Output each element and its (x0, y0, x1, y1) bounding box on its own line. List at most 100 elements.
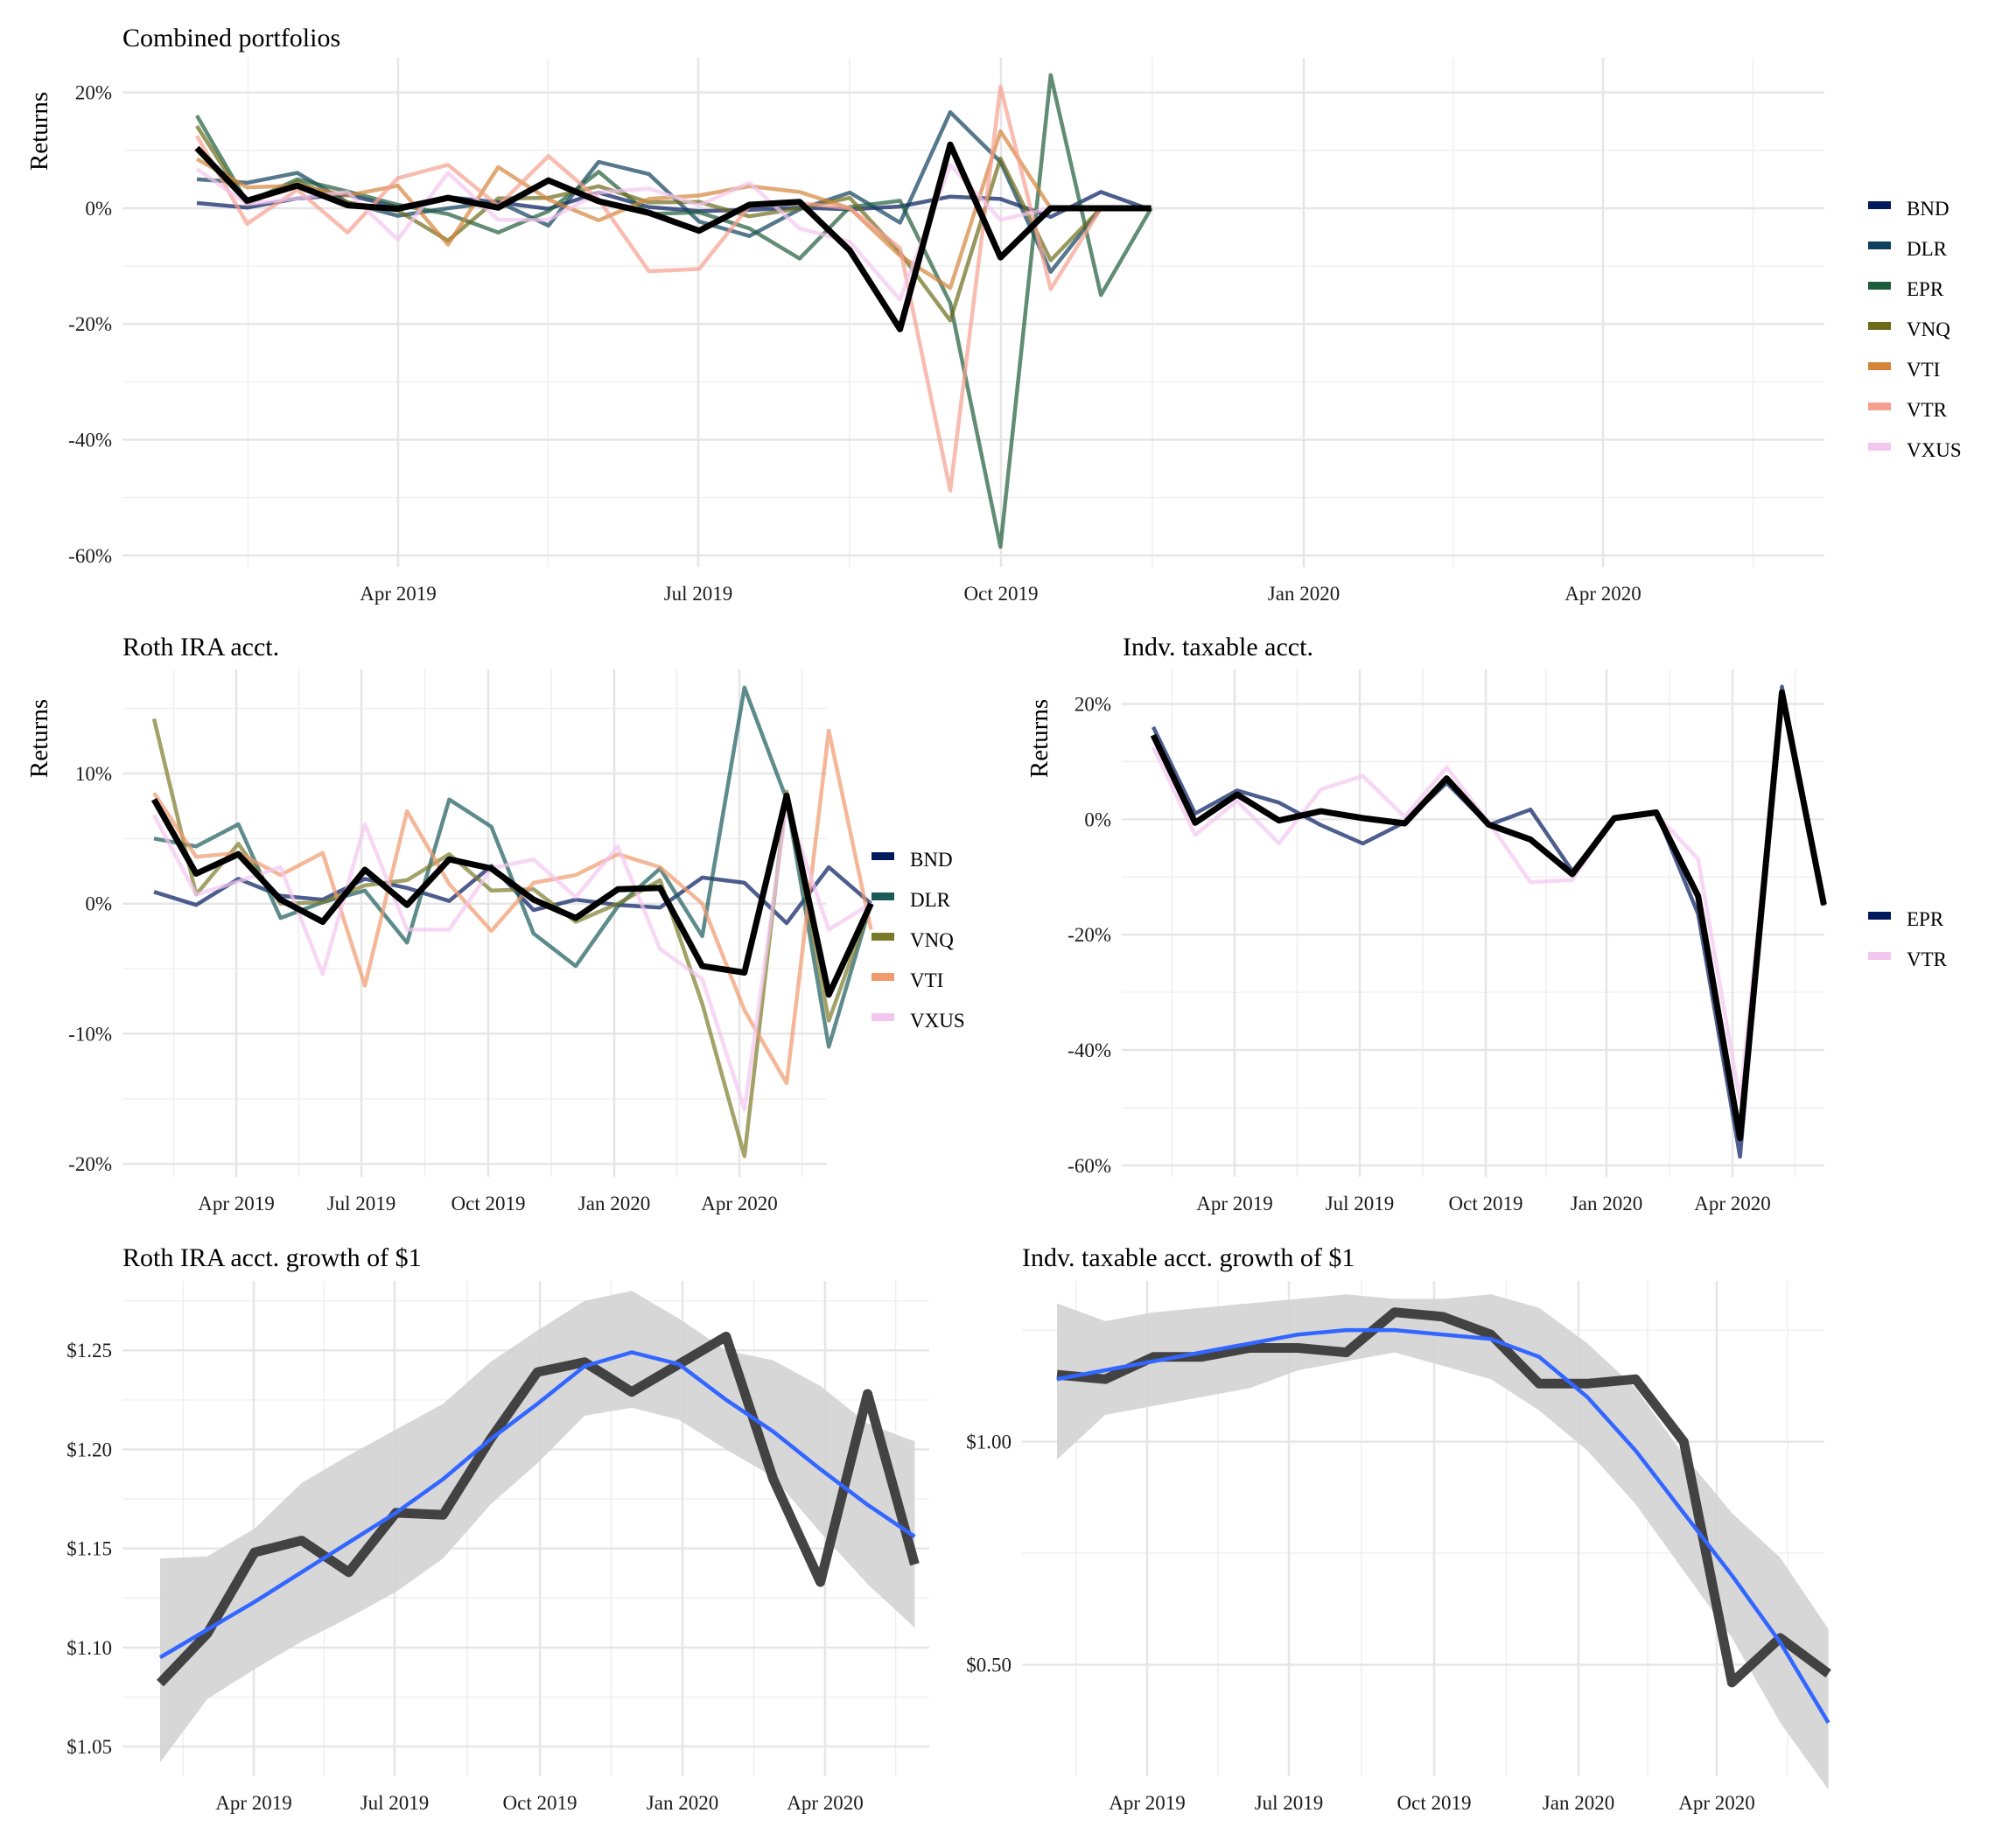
panel-title: Combined portfolios (122, 24, 340, 52)
x-tick-label: Oct 2019 (503, 1792, 578, 1814)
panel-taxable: Indv. taxable acct. Returns -60% -40% -20%… (1026, 633, 1948, 1214)
x-tick-label: Apr 2020 (701, 1193, 778, 1214)
legend-label: VNQ (910, 929, 954, 951)
legend-label: EPR (1907, 278, 1944, 300)
y-tick-label: -10% (68, 1023, 112, 1045)
y-tick-label: 10% (75, 763, 112, 785)
plot-area: $0.50 $1.00 Apr 2019 Jul 2019 Oct 2019 Jan 20… (966, 1281, 1831, 1814)
legend-label: EPR (1907, 908, 1944, 930)
plot-area: $1.05 $1.10 $1.15 $1.20 $1.25 Apr 2019 Jul 201… (66, 1281, 929, 1814)
x-tick-label: Apr 2020 (1678, 1792, 1755, 1814)
legend: BND DLR VNQ VTI VXUS (872, 849, 965, 1032)
x-tick-label: Oct 2019 (1449, 1193, 1523, 1214)
y-tick-label: -20% (1068, 924, 1111, 946)
y-tick-label: $1.25 (66, 1340, 112, 1362)
panel-combined: Combined portfolios Returns -60% -40% -20%… (25, 24, 1962, 605)
y-axis-label: Returns (1026, 699, 1054, 778)
plot-area: -60% -40% -20% 0% 20% Apr 2019 Jul 2019 Oct 201… (1068, 669, 1827, 1214)
x-tick-label: Jul 2019 (1326, 1193, 1395, 1214)
series-line-dlr (153, 685, 873, 1049)
y-axis-label: Returns (25, 92, 53, 171)
legend-label: BND (910, 849, 953, 871)
series-line-vtr (195, 84, 1152, 493)
legend-key-vti (1868, 362, 1891, 370)
y-tick-label: -60% (1068, 1155, 1111, 1177)
legend-key-bnd (1868, 201, 1891, 209)
legend-label: VXUS (910, 1010, 965, 1032)
panel-roth: Roth IRA acct. Returns -20% -10% 0% 10% Apr … (25, 633, 965, 1214)
x-tick-label: Jul 2019 (1255, 1792, 1324, 1814)
legend-key-vti (872, 973, 894, 981)
y-tick-label: -40% (68, 430, 112, 452)
panel-title: Roth IRA acct. (122, 633, 279, 662)
y-tick-label: -40% (1068, 1040, 1111, 1061)
y-tick-label: $1.10 (66, 1637, 112, 1659)
smooth-trend-line (158, 1350, 916, 1660)
legend-label: VTI (910, 970, 943, 991)
panel-roth-growth: Roth IRA acct. growth of $1 $1.05$1.10$1… (66, 1243, 929, 1814)
legend-key-vxus (872, 1013, 894, 1021)
x-tick-label: Apr 2019 (1196, 1193, 1273, 1214)
y-tick-label: 20% (1074, 694, 1111, 716)
series-line-vxus (152, 803, 872, 1111)
y-tick-label: -60% (68, 545, 112, 567)
confidence-band (160, 1291, 915, 1763)
legend-label: DLR (910, 889, 951, 911)
x-tick-label: Jan 2020 (1571, 1193, 1642, 1214)
panel-title: Indv. taxable acct. growth of $1 (1022, 1243, 1354, 1272)
legend-key-vtr (1868, 402, 1891, 410)
x-tick-label: Jan 2020 (578, 1193, 650, 1214)
y-tick-label: 0% (1084, 808, 1111, 830)
x-tick-label: Jul 2019 (327, 1193, 396, 1214)
legend-key-dlr (872, 892, 894, 900)
x-tick-label: Apr 2020 (787, 1792, 864, 1814)
legend-key-vxus (1868, 443, 1891, 451)
legend-label: VTI (1907, 359, 1940, 381)
legend-label: VNQ (1907, 318, 1950, 340)
x-tick-label: Oct 2019 (964, 583, 1039, 605)
legend-label: VTR (1907, 399, 1948, 421)
legend-key-epr (1868, 912, 1891, 920)
y-tick-label: $1.00 (966, 1432, 1012, 1453)
y-tick-label: $1.05 (66, 1736, 112, 1758)
legend-key-vnq (1868, 322, 1891, 330)
x-tick-label: Jan 2020 (1543, 1792, 1614, 1814)
panel-title: Indv. taxable acct. (1123, 633, 1313, 662)
legend-label: VXUS (1907, 439, 1962, 461)
legend-key-bnd (872, 852, 894, 860)
x-tick-label: Jan 2020 (1268, 583, 1340, 605)
series-line-epr (1151, 684, 1826, 1159)
x-tick-label: Jan 2020 (647, 1792, 718, 1814)
y-tick-label: 0% (85, 198, 112, 220)
y-tick-label: 20% (75, 82, 112, 104)
legend-key-vnq (872, 933, 894, 941)
portfolio-line (1150, 689, 1827, 1142)
x-tick-label: Jul 2019 (664, 583, 733, 605)
panel-taxable-growth: Indv. taxable acct. growth of $1 $0.50 $1… (966, 1243, 1831, 1814)
x-tick-label: Oct 2019 (1397, 1792, 1472, 1814)
x-tick-label: Oct 2019 (452, 1193, 526, 1214)
legend: EPR VTR (1868, 908, 1948, 970)
x-tick-label: Apr 2020 (1694, 1193, 1771, 1214)
x-tick-label: Apr 2019 (360, 583, 437, 605)
legend-key-vtr (1868, 952, 1891, 960)
x-tick-label: Apr 2019 (198, 1193, 275, 1214)
series-line-bnd (196, 190, 1152, 220)
series-line-vxus (195, 163, 1152, 302)
y-tick-label: -20% (68, 313, 112, 335)
legend-label: VTR (1907, 948, 1948, 970)
y-axis-label: Returns (25, 699, 53, 778)
x-tick-label: Apr 2019 (215, 1792, 292, 1814)
y-tick-label: -20% (68, 1153, 112, 1175)
plot-area: -20% -10% 0% 10% Apr 2019 Jul 2019 Oct 2019 Jan… (68, 669, 874, 1214)
smooth-trend-line (1056, 1327, 1830, 1724)
portfolio-line (150, 792, 874, 998)
y-tick-label: $1.15 (66, 1538, 112, 1560)
x-tick-label: Apr 2020 (1564, 583, 1642, 605)
y-tick-label: $0.50 (966, 1655, 1012, 1676)
portfolio-line (194, 141, 1152, 332)
legend-label: BND (1907, 198, 1950, 220)
legend-key-epr (1868, 282, 1891, 290)
x-tick-label: Apr 2019 (1109, 1792, 1186, 1814)
